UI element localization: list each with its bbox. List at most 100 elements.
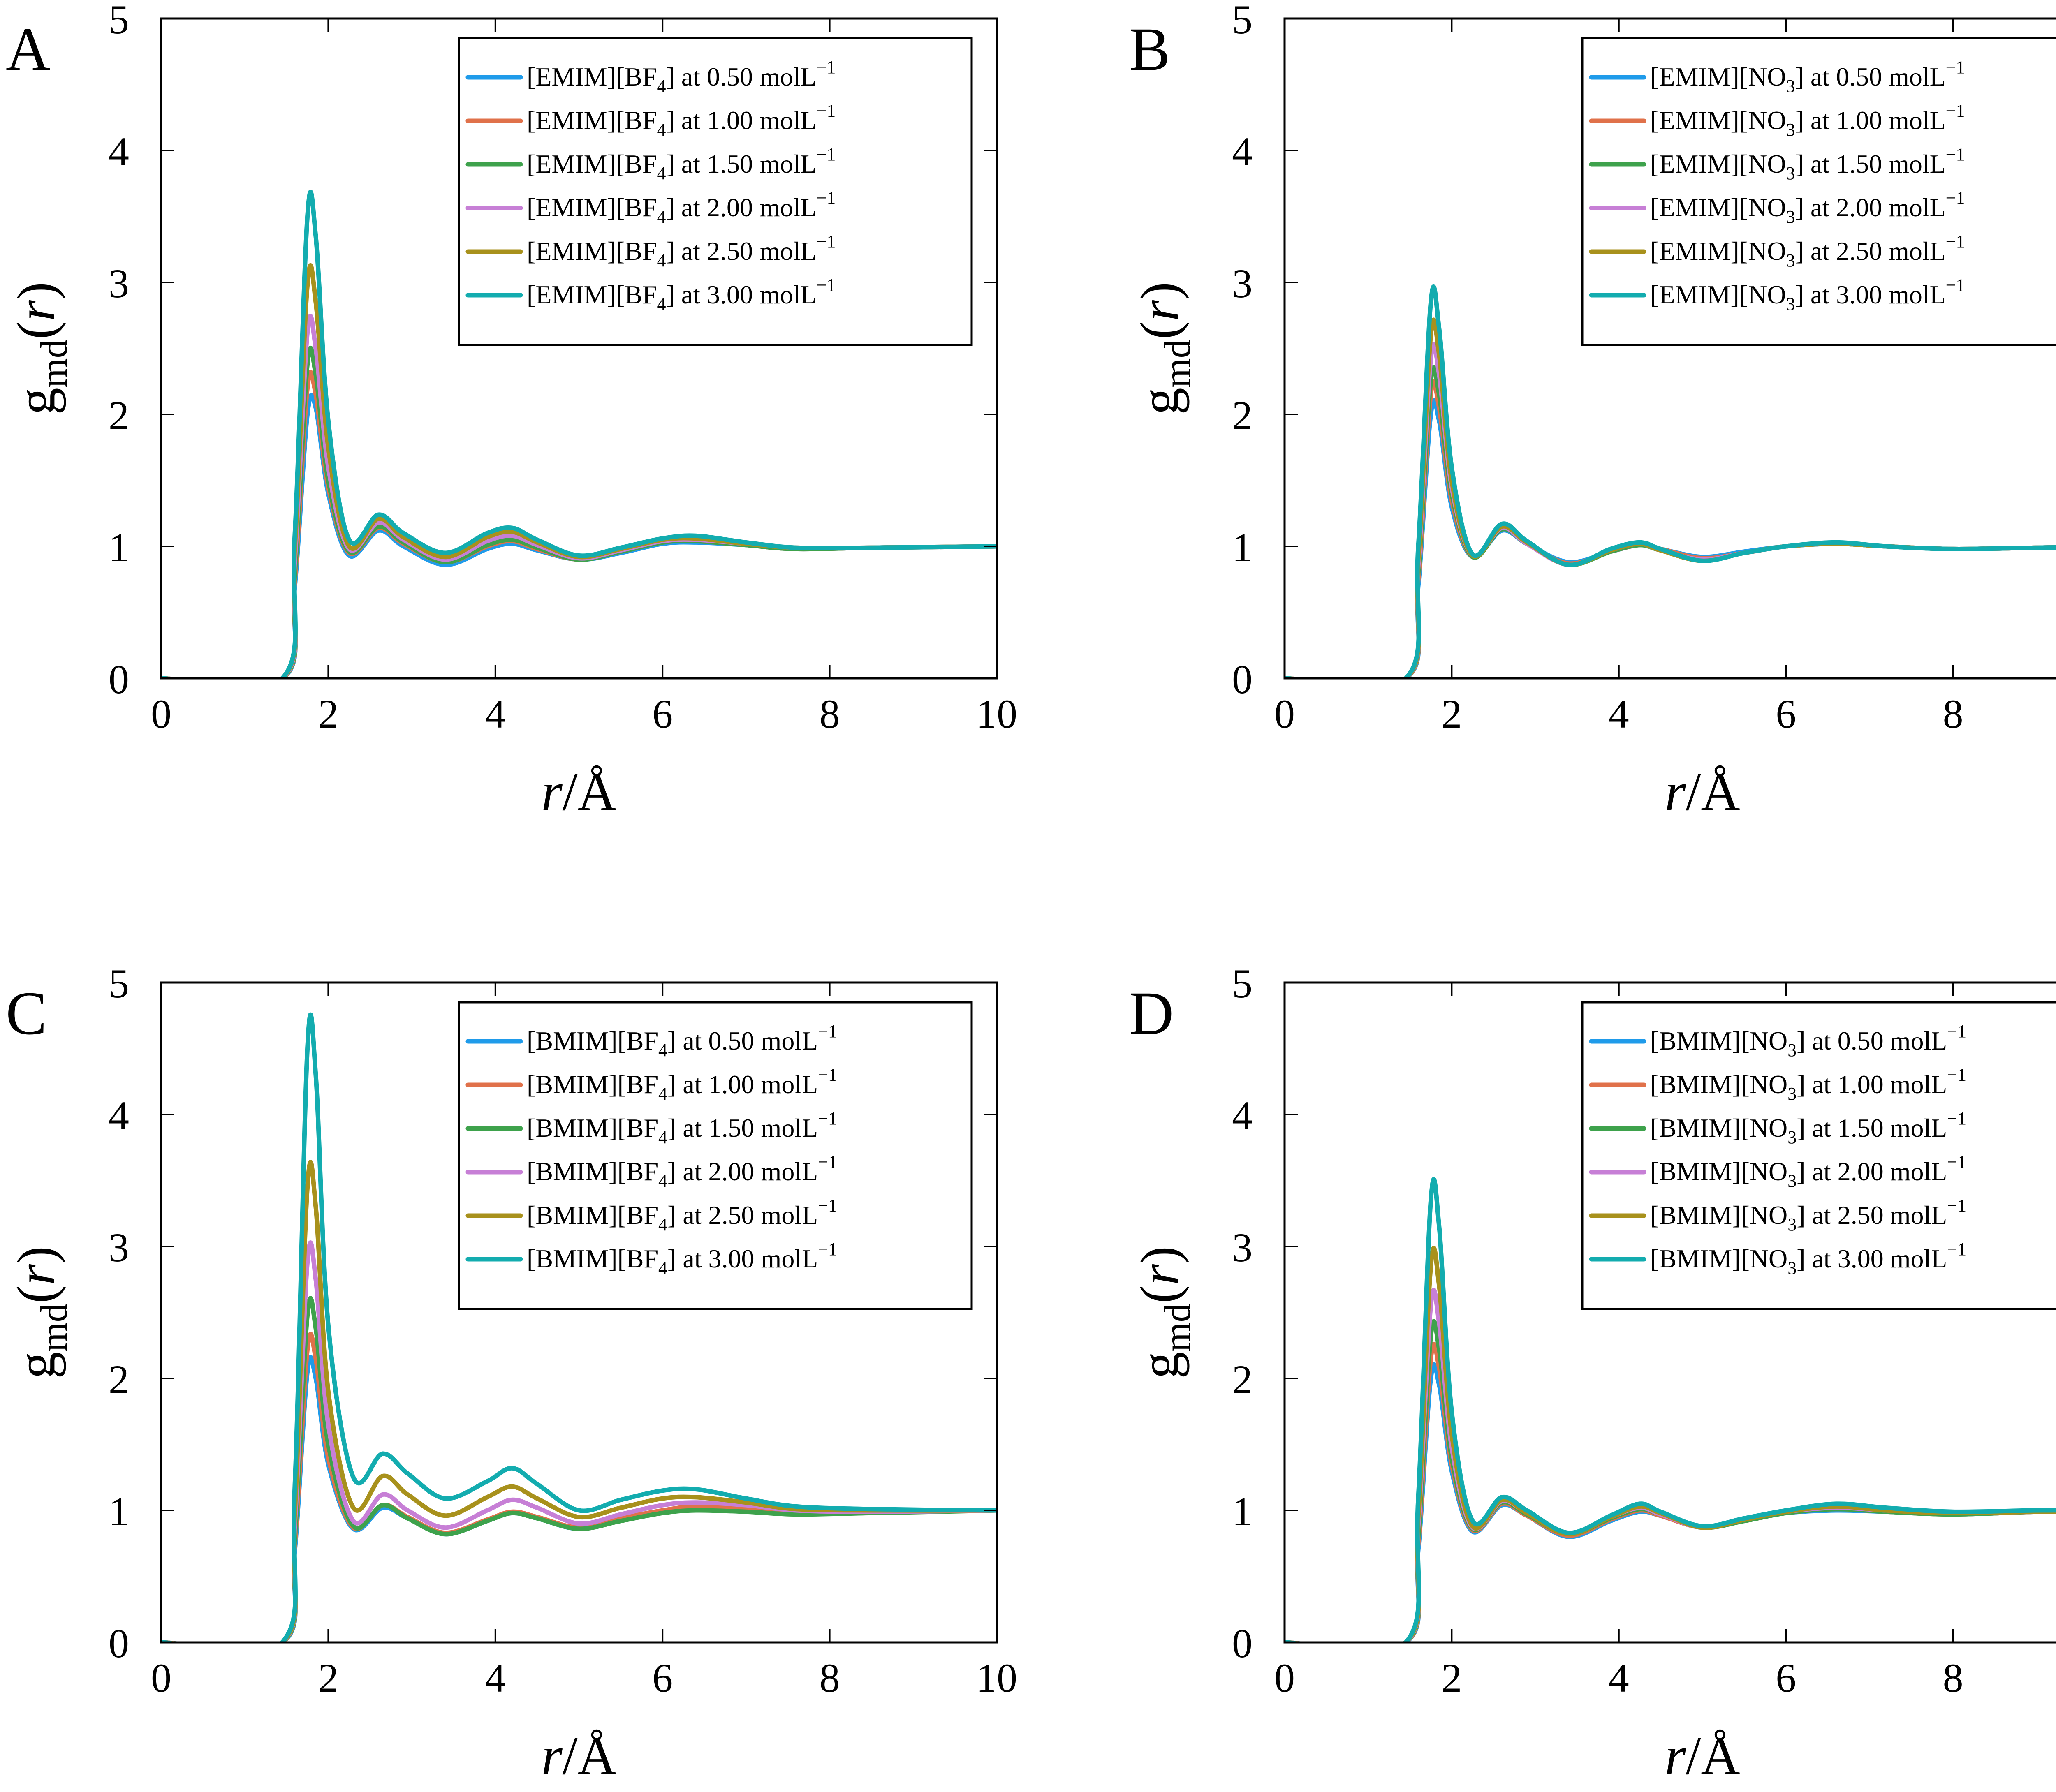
- y-tick-label: 3: [1232, 261, 1253, 306]
- legend-entry: [EMIM][NO3] at 3.00 molL−1: [1650, 275, 1965, 314]
- y-tick-label: 5: [109, 0, 129, 42]
- panel-letter: C: [6, 979, 47, 1047]
- x-tick-label: 8: [820, 691, 840, 737]
- x-tick-label: 0: [151, 1655, 171, 1701]
- x-tick-label: 4: [485, 691, 506, 737]
- x-tick-label: 2: [1441, 1655, 1462, 1701]
- series-line-6: [1285, 1177, 2056, 1642]
- legend: [EMIM][NO3] at 0.50 molL−1 [EMIM][NO3] at…: [1581, 37, 2056, 346]
- legend-entry: [EMIM][BF4] at 2.00 molL−1: [527, 188, 836, 227]
- y-axis-label: gmd(r): [1129, 1246, 1198, 1379]
- y-tick-label: 1: [109, 1489, 129, 1534]
- x-tick-label: 0: [1274, 691, 1295, 737]
- y-tick-label: 2: [1232, 393, 1253, 438]
- y-tick-label: 2: [109, 1357, 129, 1402]
- x-tick-label: 8: [1943, 1655, 1963, 1701]
- legend-entry: [BMIM][NO3] at 3.00 molL−1: [1650, 1239, 1966, 1278]
- legend-box: [458, 37, 973, 346]
- legend-entry: [EMIM][BF4] at 1.50 molL−1: [527, 144, 836, 183]
- x-tick-label: 10: [976, 1655, 1017, 1701]
- legend-entry: [BMIM][BF4] at 1.00 molL−1: [527, 1065, 837, 1104]
- series-line-6: [1285, 284, 2056, 678]
- y-tick-label: 4: [109, 1093, 129, 1138]
- legend-entry: [EMIM][BF4] at 3.00 molL−1: [527, 275, 836, 314]
- series-lines: [1285, 284, 2056, 678]
- x-tick-label: 6: [652, 1655, 673, 1701]
- y-tick-label: 5: [109, 961, 129, 1006]
- y-tick-label: 4: [1232, 129, 1253, 174]
- y-tick-label: 1: [1232, 525, 1253, 570]
- legend-box: [1581, 37, 2056, 346]
- y-tick-label: 5: [1232, 0, 1253, 42]
- x-axis-label: r/Å: [541, 761, 616, 822]
- legend-entry: [BMIM][BF4] at 0.50 molL−1: [527, 1021, 837, 1060]
- y-tick-label: 1: [1232, 1489, 1253, 1534]
- y-tick-label: 0: [1232, 1621, 1253, 1666]
- y-tick-label: 4: [1232, 1093, 1253, 1138]
- legend-entry: [BMIM][BF4] at 3.00 molL−1: [527, 1239, 837, 1278]
- x-tick-label: 6: [1776, 1655, 1796, 1701]
- legend-entry: [BMIM][NO3] at 0.50 molL−1: [1650, 1021, 1966, 1060]
- plot-frame: [160, 17, 998, 680]
- legend-entry: [BMIM][BF4] at 2.50 molL−1: [527, 1195, 837, 1235]
- y-tick-label: 2: [109, 393, 129, 438]
- series-lines: [161, 190, 997, 678]
- legend-entry: [BMIM][NO3] at 2.00 molL−1: [1650, 1152, 1966, 1191]
- legend-entry: [EMIM][NO3] at 1.00 molL−1: [1650, 101, 1965, 140]
- x-axis-label: r/Å: [1665, 761, 1740, 822]
- legend-entry: [EMIM][BF4] at 1.00 molL−1: [527, 101, 836, 140]
- legend-entry: [BMIM][NO3] at 1.50 molL−1: [1650, 1108, 1966, 1147]
- y-tick-label: 2: [1232, 1357, 1253, 1402]
- y-tick-label: 3: [1232, 1225, 1253, 1270]
- x-tick-label: 8: [1943, 691, 1963, 737]
- legend-entry: [EMIM][BF4] at 0.50 molL−1: [527, 57, 836, 96]
- legend-entry: [EMIM][BF4] at 2.50 molL−1: [527, 231, 836, 271]
- panel-letter: A: [6, 15, 50, 83]
- y-tick-label: 0: [1232, 657, 1253, 702]
- legend-entry: [EMIM][NO3] at 1.50 molL−1: [1650, 144, 1965, 183]
- x-tick-label: 0: [151, 691, 171, 737]
- plot-frame: [1283, 17, 2056, 680]
- legend-entry: [BMIM][NO3] at 1.00 molL−1: [1650, 1065, 1966, 1104]
- x-tick-label: 4: [1609, 691, 1629, 737]
- y-tick-label: 5: [1232, 961, 1253, 1006]
- y-tick-label: 3: [109, 1225, 129, 1270]
- x-tick-label: 4: [1609, 1655, 1629, 1701]
- y-axis-label: gmd(r): [1129, 282, 1198, 415]
- legend: [EMIM][BF4] at 0.50 molL−1 [EMIM][BF4] at…: [458, 37, 973, 346]
- x-tick-label: 4: [485, 1655, 506, 1701]
- panel-a: 0 2 4 6 8 10 0 1 2 3 4 5 r/Å gmd(r) A [EMIM][BF4] at 0.…: [6, 0, 1017, 822]
- series-line-6: [161, 1012, 997, 1642]
- legend-entry: [BMIM][BF4] at 1.50 molL−1: [527, 1108, 837, 1147]
- legend-entry: [EMIM][NO3] at 2.50 molL−1: [1650, 231, 1965, 271]
- legend-box: [458, 1001, 973, 1310]
- x-tick-label: 6: [1776, 691, 1796, 737]
- panel-letter: B: [1129, 15, 1170, 83]
- x-axis-label: r/Å: [541, 1725, 616, 1786]
- panel-letter: D: [1129, 979, 1174, 1047]
- plot-frame: [1283, 981, 2056, 1644]
- legend-entry: [BMIM][BF4] at 2.00 molL−1: [527, 1152, 837, 1191]
- x-axis-label: r/Å: [1665, 1725, 1740, 1786]
- plot-frame: [160, 981, 998, 1644]
- legend: [BMIM][BF4] at 0.50 molL−1 [BMIM][BF4] at…: [458, 1001, 973, 1310]
- series-lines: [161, 1012, 997, 1642]
- x-tick-label: 8: [820, 1655, 840, 1701]
- y-tick-label: 0: [109, 1621, 129, 1666]
- x-tick-label: 2: [318, 691, 338, 737]
- legend-entry: [EMIM][NO3] at 2.00 molL−1: [1650, 188, 1965, 227]
- legend-entry: [BMIM][NO3] at 2.50 molL−1: [1650, 1195, 1966, 1235]
- x-tick-label: 10: [976, 691, 1017, 737]
- panel-c: 0 2 4 6 8 10 0 1 2 3 4 5 r/Å gmd(r) C [BMIM][BF4] at 0.…: [6, 961, 1017, 1786]
- y-tick-label: 4: [109, 129, 129, 174]
- legend-box: [1581, 1001, 2056, 1310]
- series-lines: [1285, 1177, 2056, 1642]
- y-tick-label: 0: [109, 657, 129, 702]
- y-axis-label: gmd(r): [6, 1246, 75, 1379]
- legend: [BMIM][NO3] at 0.50 molL−1 [BMIM][NO3] at…: [1581, 1001, 2056, 1310]
- y-axis-label: gmd(r): [6, 282, 75, 415]
- y-tick-label: 3: [109, 261, 129, 306]
